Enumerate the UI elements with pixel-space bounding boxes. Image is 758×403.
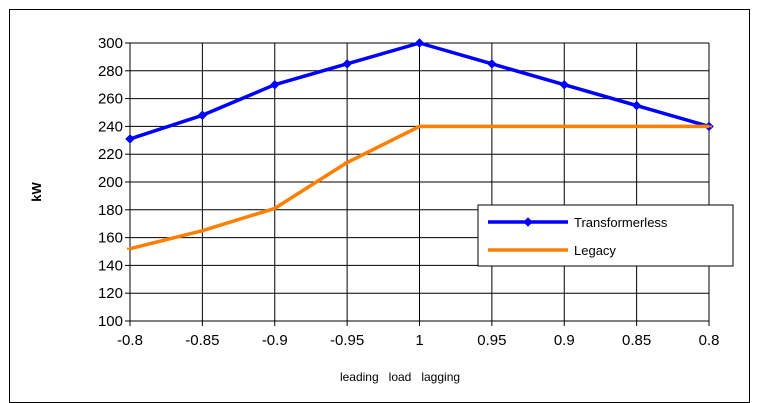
x-tick-label: -0.85 [185,332,219,349]
gridlines [129,42,710,322]
x-tick-label: -0.9 [262,332,288,349]
y-tick-label: 280 [98,63,123,80]
data-point-transformerless [414,38,425,48]
y-tick-label: 300 [98,35,123,52]
data-point-transformerless [269,79,280,90]
x-tick-label: -0.95 [330,332,364,349]
y-tick-label: 260 [98,91,123,108]
y-tick-label: 200 [98,174,123,191]
legend-marker-transformerless [523,217,533,227]
x-tick-label: 0.9 [554,332,575,349]
y-tick-label: 220 [98,146,123,163]
x-tick-label: 0.8 [699,332,720,349]
y-tick-label: 180 [98,202,123,219]
data-point-transformerless [631,100,642,111]
x-axis-label: leading load lagging [340,370,460,384]
data-point-transformerless [197,110,208,121]
x-tick-label: 1 [415,332,423,349]
legend-label-legacy: Legacy [574,243,616,258]
data-point-transformerless [125,134,135,144]
legend-label-transformerless: Transformerless [574,215,668,230]
y-tick-label: 240 [98,118,123,135]
chart-frame: 100 120 140 160 180 200 220 240 260 280 300 -0.8 -0… [9,9,750,403]
series-legacy [127,124,712,251]
y-axis-label: kW [29,182,44,202]
y-tick-label: 120 [98,285,123,302]
y-tick-label: 160 [98,230,123,247]
data-point-transformerless [342,58,352,69]
x-tick-label: -0.8 [117,332,143,349]
data-point-transformerless [559,79,570,90]
series-layer [125,38,714,251]
x-tick-label: 0.85 [622,332,651,349]
y-tick-labels: 100 120 140 160 180 200 220 240 260 280 300 [98,35,123,330]
axes [125,42,710,326]
x-tick-labels: -0.8 -0.85 -0.9 -0.95 1 0.95 0.9 0.85 0.8 [117,332,719,349]
y-tick-label: 100 [98,313,123,330]
series-transformerless [125,38,714,144]
x-tick-label: 0.95 [477,332,506,349]
data-point-transformerless [487,58,497,69]
y-tick-label: 140 [98,257,123,274]
legend-box [477,204,734,267]
legend: Transformerless Legacy [477,204,734,267]
